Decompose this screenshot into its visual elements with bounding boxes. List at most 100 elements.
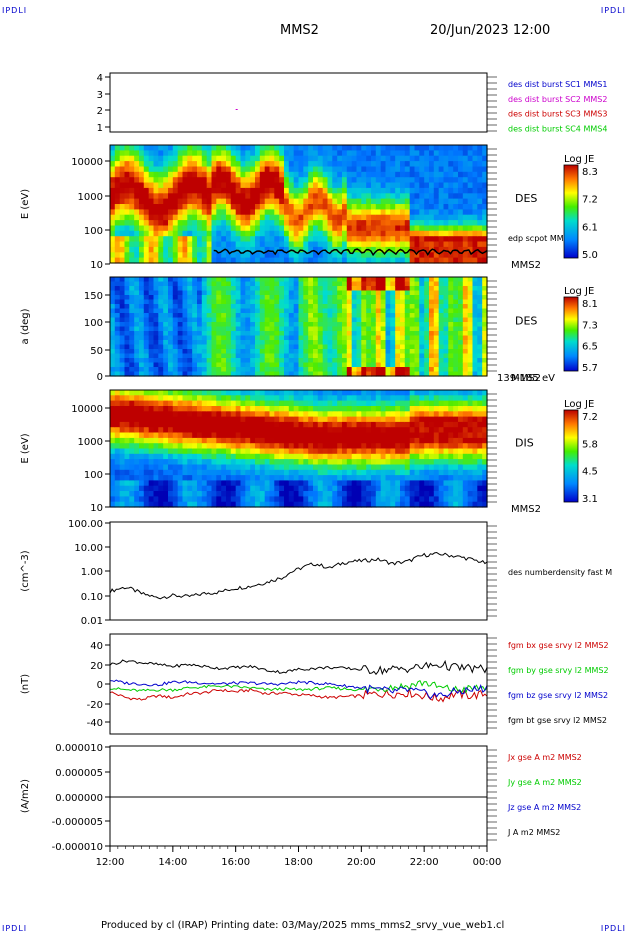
- spectrogram-cell: [197, 246, 203, 253]
- spectrogram-cell: [448, 353, 454, 359]
- spectrogram-cell: [230, 475, 237, 481]
- spectrogram-cell: [182, 214, 188, 221]
- spectrogram-cell: [400, 353, 406, 359]
- spectrogram-cell: [371, 326, 377, 332]
- spectrogram-cell: [288, 182, 295, 189]
- spectrogram-cell: [342, 220, 348, 227]
- spectrogram-cell: [380, 295, 387, 301]
- spectrogram-cell: [110, 395, 116, 402]
- spectrogram-cell: [177, 322, 184, 328]
- spectrogram-cell: [400, 225, 406, 232]
- spectrogram-cell: [404, 501, 411, 508]
- spectrogram-cell: [424, 469, 430, 476]
- spectrogram-cell: [443, 340, 449, 346]
- corner-label-top-right: IPDLI: [600, 6, 626, 15]
- spectrogram-cell: [346, 491, 353, 497]
- spectrogram-cell: [467, 150, 474, 157]
- spectrogram-cell: [168, 145, 174, 151]
- spectrogram-cell: [342, 416, 348, 423]
- spectrogram-cell: [293, 145, 300, 151]
- spectrogram-cell: [177, 353, 184, 359]
- spectrogram-cell: [308, 308, 314, 314]
- spectrogram-cell: [264, 241, 271, 248]
- spectrogram-cell: [245, 225, 251, 232]
- spectrogram-cell: [361, 416, 367, 423]
- spectrogram-cell: [337, 344, 343, 350]
- spectrogram-cell: [404, 155, 411, 162]
- spectrogram-cell: [288, 501, 295, 508]
- spectrogram-cell: [395, 421, 401, 428]
- spectrogram-cell: [163, 344, 169, 350]
- spectrogram-cell: [211, 150, 217, 157]
- spectrogram-cell: [443, 390, 449, 396]
- spectrogram-cell: [371, 290, 377, 296]
- spectrogram-cell: [443, 145, 449, 151]
- spectrogram-cell: [395, 331, 401, 337]
- spectrogram-cell: [187, 406, 193, 412]
- spectrogram-cell: [119, 214, 126, 221]
- spectrogram-cell: [226, 304, 232, 310]
- spectrogram-cell: [482, 281, 488, 287]
- spectrogram-cell: [458, 220, 464, 227]
- spectrogram-cell: [385, 182, 391, 189]
- spectrogram-cell: [197, 198, 203, 205]
- spectrogram-cell: [327, 204, 333, 210]
- spectrogram-cell: [110, 326, 116, 332]
- spectrogram-cell: [197, 453, 203, 460]
- spectrogram-cell: [433, 177, 440, 184]
- spectrogram-cell: [409, 411, 416, 418]
- spectrogram-cell: [110, 437, 116, 444]
- spectrogram-cell: [226, 475, 232, 481]
- spectrogram-cell: [293, 459, 300, 465]
- spectrogram-cell: [322, 171, 329, 178]
- spectrogram-cell: [361, 475, 367, 481]
- spectrogram-cell: [168, 277, 174, 283]
- spectrogram-cell: [182, 453, 188, 460]
- spectrogram-cell: [230, 299, 237, 305]
- spectrogram-cell: [390, 475, 396, 481]
- spectrogram-cell: [414, 299, 420, 305]
- spectrogram-cell: [448, 340, 454, 346]
- spectrogram-cell: [182, 308, 188, 314]
- spectrogram-cell: [375, 220, 382, 227]
- spectrogram-cell: [303, 299, 309, 305]
- spectrogram-cell: [308, 475, 314, 481]
- spectrogram-cell: [197, 214, 203, 221]
- spectrogram-cell: [371, 459, 377, 465]
- spectrogram-cell: [366, 459, 372, 465]
- spectrogram-cell: [293, 286, 300, 292]
- spectrogram-cell: [371, 182, 377, 189]
- spectrogram-cell: [317, 349, 324, 355]
- spectrogram-cell: [114, 198, 121, 205]
- spectrogram-cell: [134, 281, 140, 287]
- spectrogram-cell: [400, 432, 406, 439]
- spectrogram-cell: [221, 177, 227, 184]
- spectrogram-cell: [177, 395, 184, 402]
- spectrogram-cell: [206, 182, 213, 189]
- spectrogram-cell: [322, 166, 329, 173]
- spectrogram-cell: [313, 331, 319, 337]
- spectrogram-cell: [448, 241, 454, 248]
- spectrogram-cell: [216, 252, 222, 259]
- spectrogram-cell: [390, 220, 396, 227]
- spectrogram-cell: [192, 313, 198, 319]
- spectrogram-cell: [168, 308, 174, 314]
- spectrogram-cell: [259, 295, 266, 301]
- spectrogram-cell: [303, 209, 309, 216]
- spectrogram-cell: [139, 367, 145, 373]
- spectrogram-cell: [443, 193, 449, 200]
- spectrogram-cell: [216, 501, 222, 508]
- spectrogram-cell: [192, 331, 198, 337]
- spectrogram-cell: [419, 448, 425, 455]
- spectrogram-cell: [322, 241, 329, 248]
- spectrogram-cell: [356, 432, 362, 439]
- spectrogram-cell: [298, 406, 304, 412]
- spectrogram-cell: [114, 166, 121, 173]
- spectrogram-cell: [129, 459, 135, 465]
- spectrogram-cell: [255, 145, 261, 151]
- spectrogram-cell: [226, 317, 232, 323]
- spectrogram-cell: [313, 453, 319, 460]
- spectrogram-cell: [274, 286, 280, 292]
- spectrogram-cell: [317, 187, 324, 194]
- spectrogram-cell: [298, 193, 304, 200]
